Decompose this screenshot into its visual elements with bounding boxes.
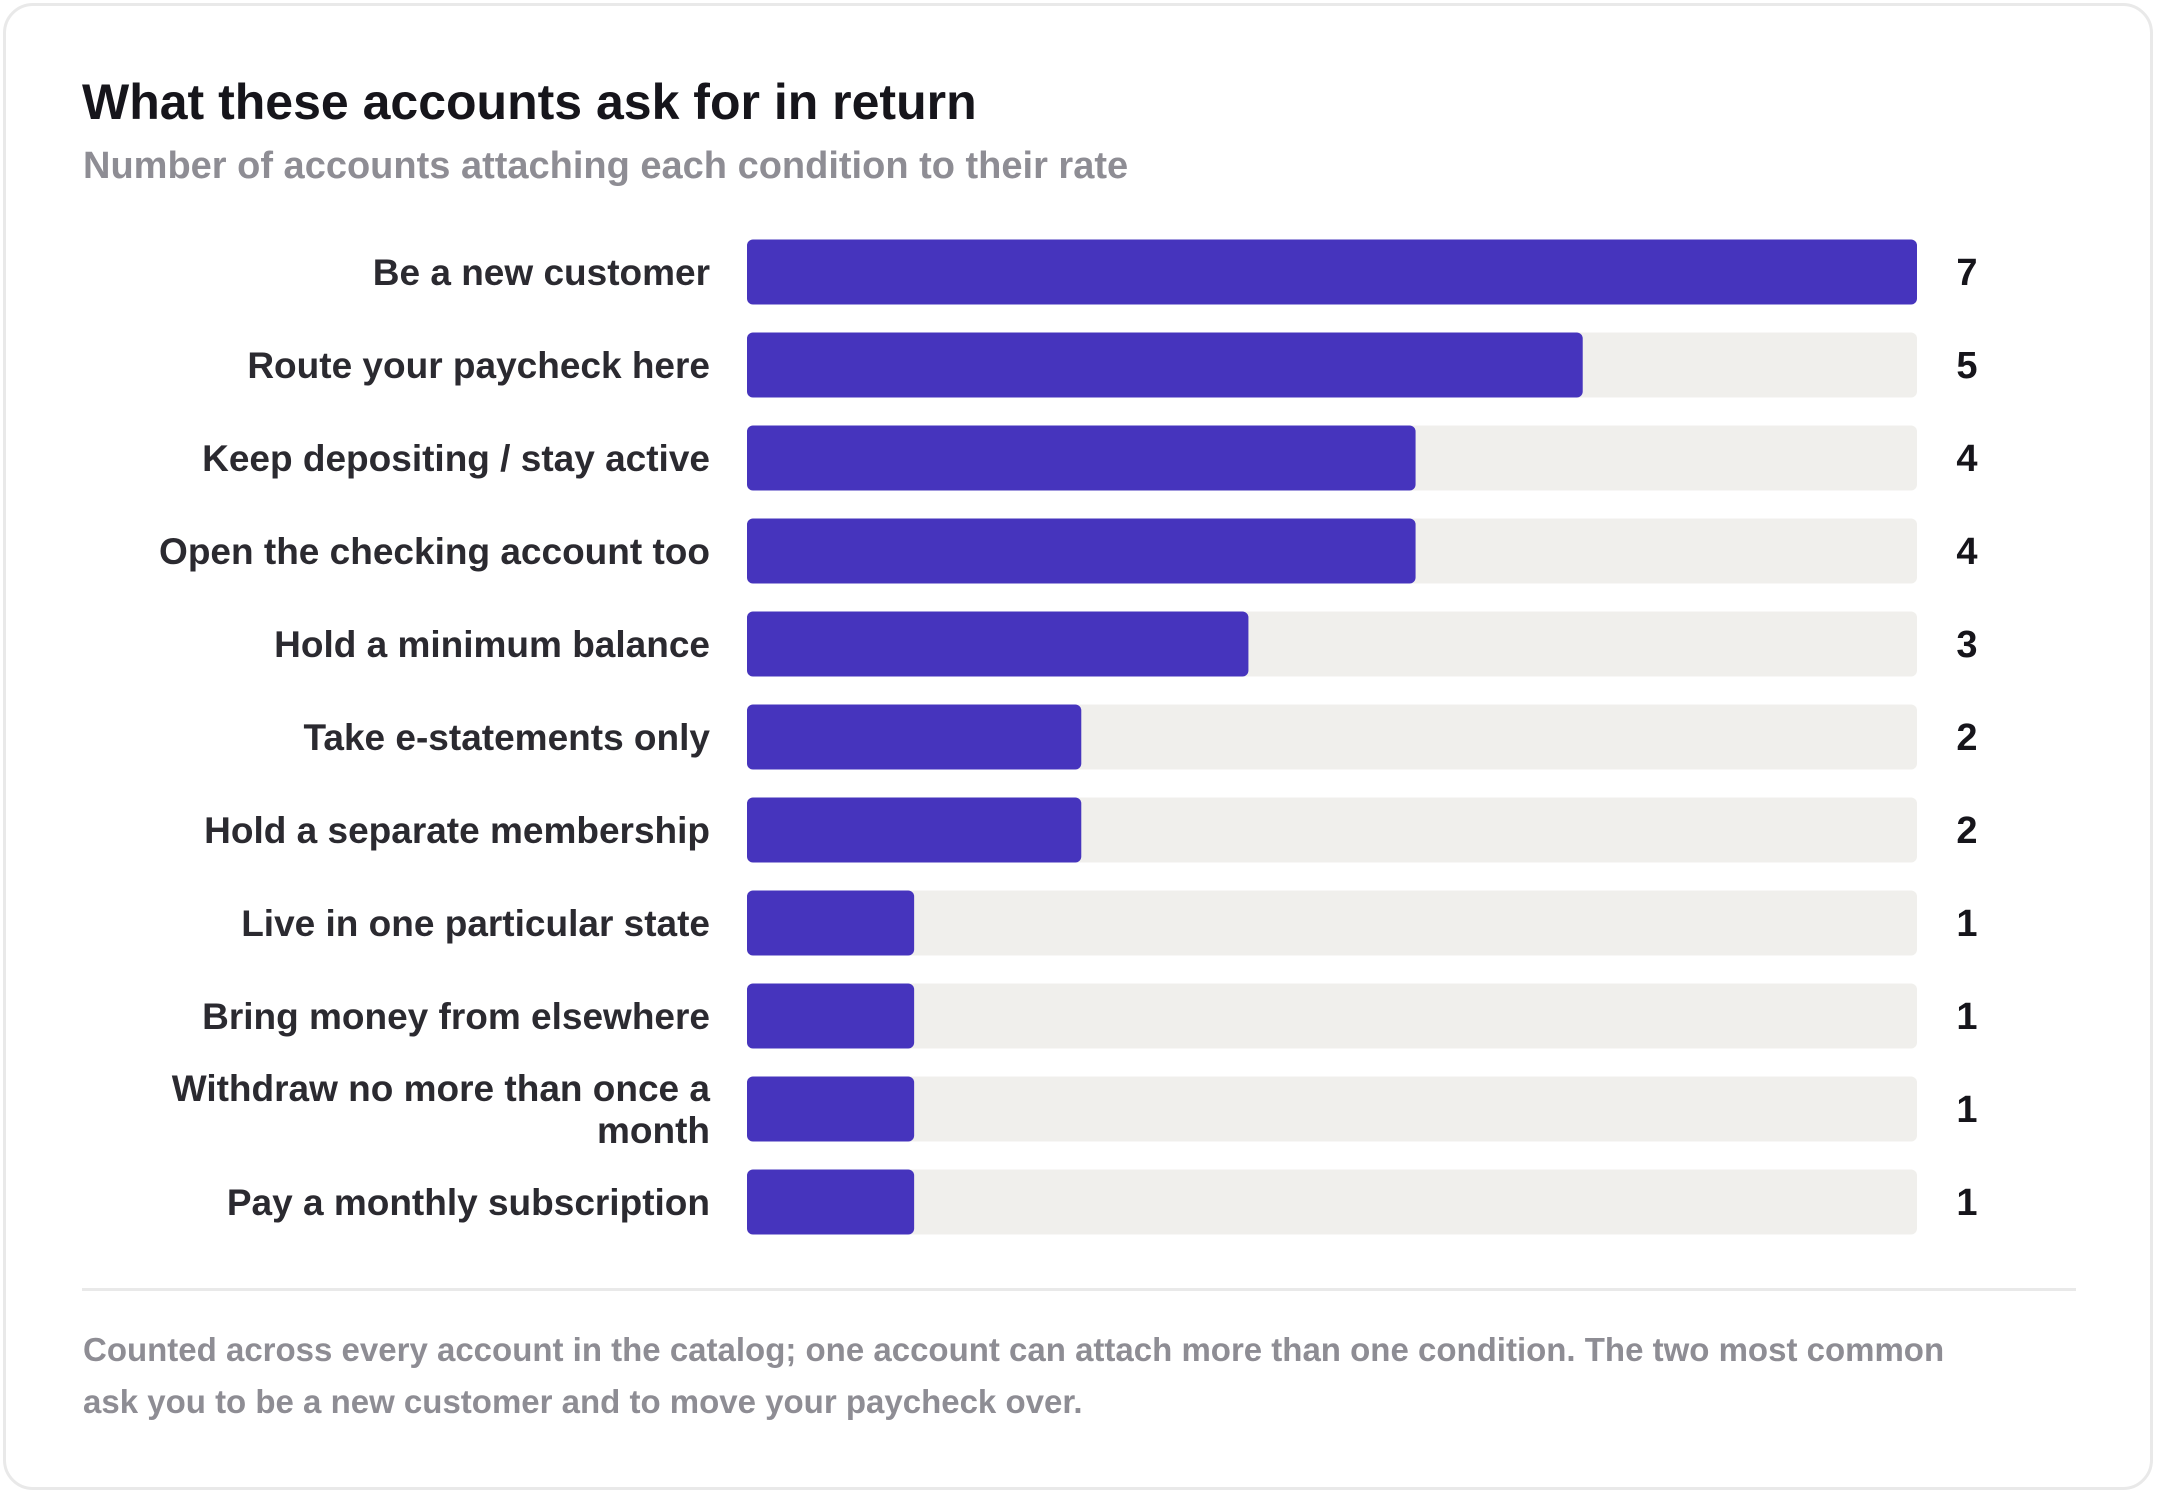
value-label: 1 [1956, 996, 1977, 1038]
bar-chart: Be a new customer 7 Route your paycheck he… [159, 239, 1978, 1235]
category-label: Open the checking account too [159, 531, 710, 572]
value-label: 4 [1956, 531, 1977, 573]
value-label: 4 [1956, 438, 1977, 480]
bar [747, 1076, 915, 1142]
category-label: Pay a monthly subscription [227, 1182, 710, 1223]
chart-subtitle: Number of accounts attaching each condit… [83, 145, 1129, 187]
category-label: Keep depositing / stay active [202, 438, 710, 479]
value-label: 3 [1956, 624, 1977, 666]
category-label: Bring money from elsewhere [202, 996, 710, 1037]
bar [747, 332, 1583, 398]
value-label: 1 [1956, 1089, 1977, 1131]
bar-track [747, 983, 1917, 1049]
bar [747, 518, 1416, 584]
bar-track [747, 1076, 1917, 1142]
bar [747, 611, 1249, 677]
bar-track [747, 1169, 1917, 1235]
bar [747, 239, 1917, 305]
bar [747, 425, 1416, 491]
value-label: 2 [1956, 717, 1977, 759]
category-label: Route your paycheck here [247, 345, 710, 386]
value-label: 2 [1956, 810, 1977, 852]
chart-title: What these accounts ask for in return [82, 74, 977, 130]
category-label: Live in one particular state [241, 903, 710, 944]
category-label: Hold a minimum balance [274, 624, 710, 665]
bar [747, 797, 1082, 863]
chart-card: What these accounts ask for in return Nu… [3, 3, 2153, 1490]
category-label: Be a new customer [373, 252, 710, 293]
category-label: Take e-statements only [304, 717, 711, 758]
bar [747, 1169, 915, 1235]
value-label: 1 [1956, 903, 1977, 945]
chart-footnote: Counted across every account in the cata… [83, 1331, 1945, 1420]
value-label: 5 [1956, 345, 1977, 387]
bar [747, 983, 915, 1049]
category-label: Withdraw no more than once a month [172, 1068, 711, 1151]
bar-track [747, 890, 1917, 956]
bar [747, 704, 1082, 770]
value-label: 1 [1956, 1182, 1977, 1224]
category-label: Hold a separate membership [204, 810, 710, 851]
value-label: 7 [1956, 252, 1977, 294]
footer-divider [82, 1288, 2076, 1291]
bar [747, 890, 915, 956]
